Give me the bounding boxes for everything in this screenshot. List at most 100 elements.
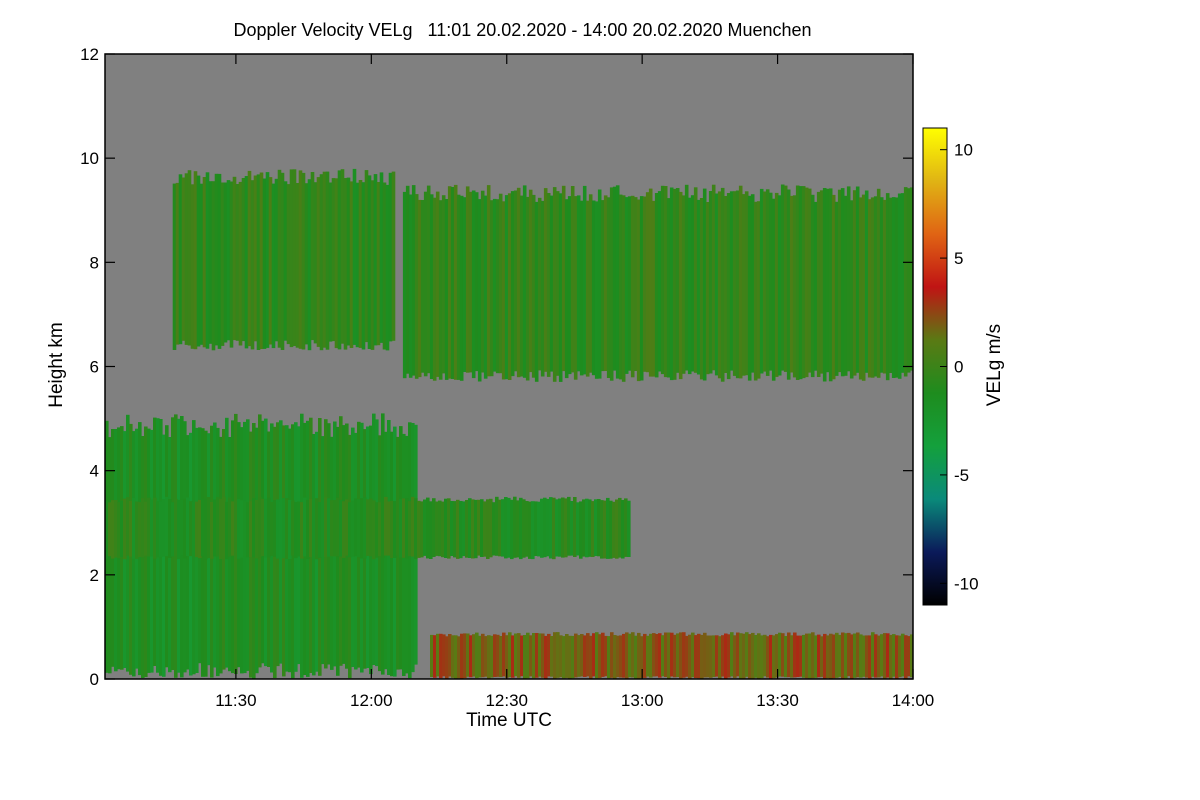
velocity-streak [478, 635, 482, 678]
velocity-streak [202, 177, 207, 348]
velocity-streak [355, 182, 360, 348]
velocity-streak [810, 194, 815, 378]
velocity-streak [456, 499, 460, 559]
velocity-streak [538, 633, 542, 677]
velocity-streak [327, 498, 331, 557]
velocity-streak [781, 633, 785, 677]
velocity-streak [360, 498, 364, 559]
velocity-streak [529, 635, 533, 677]
velocity-streak [540, 498, 544, 558]
velocity-streak [604, 635, 608, 677]
velocity-streak [516, 187, 521, 378]
velocity-streak [465, 186, 470, 373]
velocity-streak [603, 195, 608, 371]
velocity-streak [807, 188, 812, 373]
velocity-streak [193, 171, 198, 350]
velocity-streak [220, 182, 225, 346]
velocity-streak [723, 196, 728, 373]
colorbar-tick-label: 0 [954, 358, 963, 377]
velocity-streak [834, 201, 839, 376]
velocity-streak [487, 635, 491, 679]
velocity-streak [402, 498, 406, 558]
velocity-streak [591, 200, 596, 376]
velocity-streak [144, 501, 148, 556]
velocity-streak [153, 497, 157, 559]
velocity-streak [298, 170, 303, 349]
velocity-streak [408, 501, 412, 557]
x-tick-label: 11:30 [215, 691, 256, 710]
velocity-streak [676, 633, 680, 677]
velocity-streak [748, 634, 752, 679]
velocity-streak [846, 186, 851, 372]
velocity-streak [208, 181, 213, 344]
velocity-streak [573, 196, 578, 380]
velocity-streak [816, 191, 821, 377]
velocity-streak [579, 200, 584, 376]
velocity-streak [420, 501, 424, 558]
x-tick-label: 13:30 [756, 691, 799, 710]
velocity-streak [522, 499, 526, 558]
velocity-streak [867, 199, 872, 378]
velocity-streak [729, 191, 734, 371]
velocity-streak [855, 186, 860, 373]
velocity-streak [396, 499, 400, 556]
velocity-streak [171, 502, 175, 557]
velocity-streak [183, 498, 187, 559]
velocity-streak [774, 192, 779, 377]
velocity-streak [238, 181, 243, 346]
y-axis: 0 2 4 6 8 10 12 [80, 45, 913, 689]
velocity-streak [615, 499, 619, 559]
velocity-streak [808, 633, 812, 679]
velocity-streak [553, 632, 557, 679]
velocity-streak [706, 635, 710, 678]
velocity-streak [889, 634, 893, 679]
velocity-streak [627, 196, 632, 371]
velocity-streak [378, 502, 382, 557]
velocity-streak [316, 177, 321, 347]
velocity-streak [597, 499, 601, 557]
velocity-streak [349, 181, 354, 348]
velocity-streak [342, 501, 346, 558]
velocity-streak [567, 196, 572, 375]
velocity-streak [469, 635, 473, 678]
velocity-streak [439, 633, 443, 679]
velocity-streak [795, 185, 800, 380]
velocity-streak [708, 191, 713, 374]
velocity-streak [465, 500, 469, 558]
velocity-streak [337, 170, 342, 350]
velocity-streak [480, 190, 485, 373]
velocity-streak [705, 202, 710, 375]
velocity-streak [732, 191, 737, 376]
y-tick-label: 8 [90, 253, 99, 272]
velocity-streak [573, 497, 577, 557]
velocity-streak [273, 500, 277, 557]
velocity-streak [391, 171, 396, 341]
velocity-streak [286, 184, 291, 345]
velocity-streak [502, 632, 506, 677]
velocity-streak [432, 498, 436, 557]
velocity-streak [150, 499, 154, 557]
velocity-streak [264, 498, 268, 558]
velocity-streak [805, 633, 809, 679]
velocity-streak [357, 499, 361, 558]
velocity-streak [289, 169, 294, 348]
velocity-streak [123, 498, 127, 560]
velocity-streak [856, 632, 860, 678]
velocity-streak [367, 175, 372, 349]
velocity-streak [786, 189, 791, 380]
velocity-streak [894, 197, 899, 378]
velocity-streak [370, 180, 375, 350]
velocity-streak [909, 187, 913, 371]
velocity-streak [483, 195, 488, 379]
velocity-streak [376, 182, 381, 346]
velocity-streak [217, 173, 222, 349]
velocity-streak [520, 635, 524, 677]
velocity-streak [522, 185, 527, 378]
velocity-streak [285, 498, 289, 559]
velocity-streak [697, 633, 701, 679]
velocity-streak [780, 184, 785, 371]
velocity-streak [745, 632, 749, 677]
velocity-streak [492, 502, 496, 556]
velocity-streak [457, 636, 461, 679]
velocity-streak [610, 632, 614, 678]
